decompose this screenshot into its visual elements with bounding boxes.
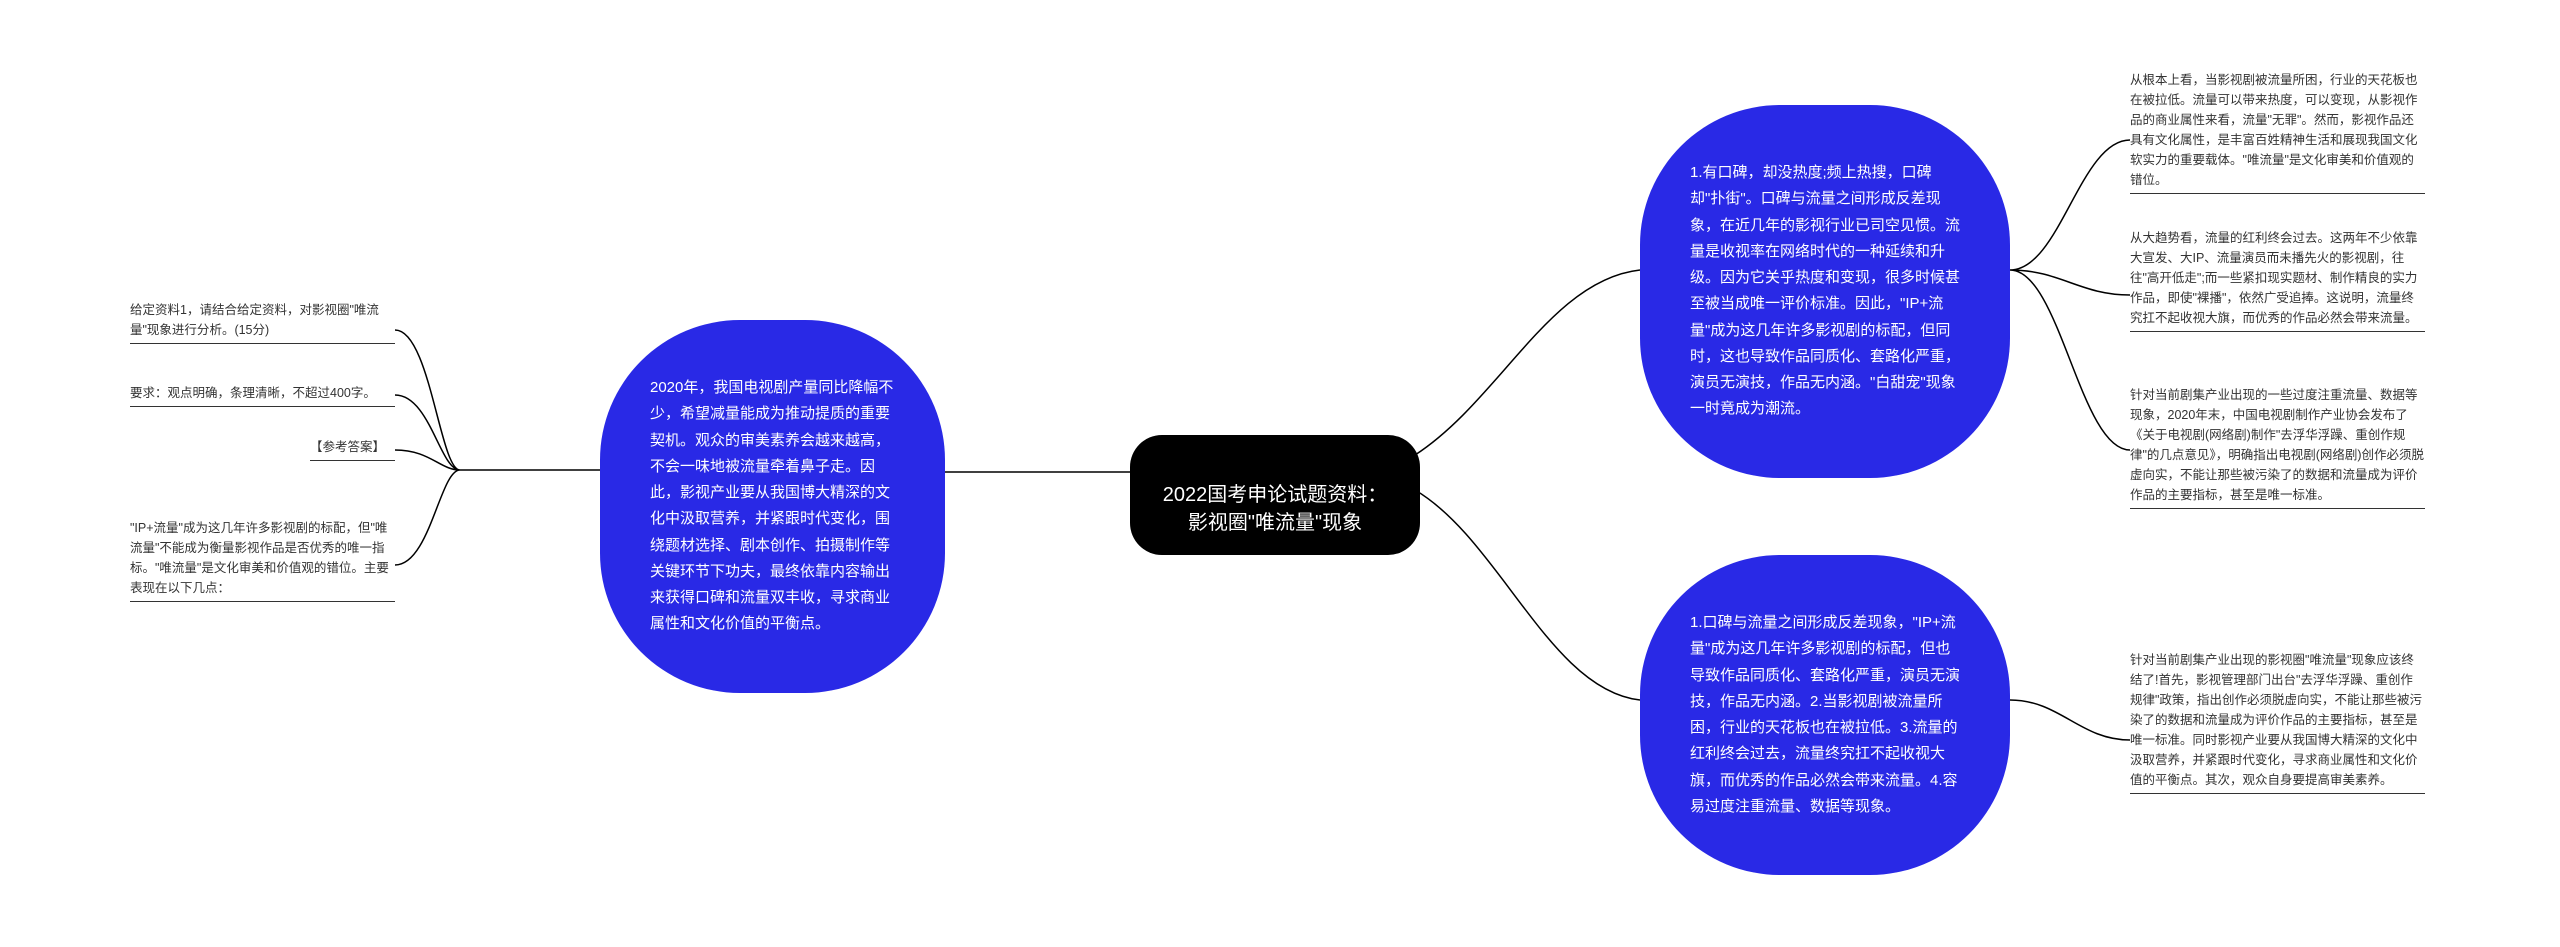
- right-bottom-branch-node: 1.口碑与流量之间形成反差现象，"IP+流量"成为这几年许多影视剧的标配，但也导…: [1640, 555, 2010, 875]
- left-leaf-2: 要求：观点明确，条理清晰，不超过400字。: [130, 383, 395, 407]
- left-branch-node: 2020年，我国电视剧产量同比降幅不少，希望减量能成为推动提质的重要契机。观众的…: [600, 320, 945, 693]
- right-top-leaf-1: 从根本上看，当影视剧被流量所困，行业的天花板也在被拉低。流量可以带来热度，可以变…: [2130, 70, 2425, 194]
- right-top-branch-text: 1.有口碑，却没热度;频上热搜，口碑却"扑街"。口碑与流量之间形成反差现象，在近…: [1690, 164, 1960, 417]
- left-leaf-3: 【参考答案】: [310, 437, 395, 461]
- left-leaf-4: "IP+流量"成为这几年许多影视剧的标配，但"唯流量"不能成为衡量影视作品是否优…: [130, 518, 395, 602]
- left-leaf-1: 给定资料1，请结合给定资料，对影视圈"唯流量"现象进行分析。(15分): [130, 300, 395, 344]
- right-top-leaf-2: 从大趋势看，流量的红利终会过去。这两年不少依靠大宣发、大IP、流量演员而未播先火…: [2130, 228, 2425, 332]
- right-top-leaf-3: 针对当前剧集产业出现的一些过度注重流量、数据等现象，2020年末，中国电视剧制作…: [2130, 385, 2425, 509]
- center-node: 2022国考申论试题资料： 影视圈"唯流量"现象: [1130, 435, 1420, 555]
- center-title: 2022国考申论试题资料： 影视圈"唯流量"现象: [1163, 484, 1388, 534]
- right-top-branch-node: 1.有口碑，却没热度;频上热搜，口碑却"扑街"。口碑与流量之间形成反差现象，在近…: [1640, 105, 2010, 478]
- right-bottom-leaf-1: 针对当前剧集产业出现的影视圈"唯流量"现象应该终结了!首先，影视管理部门出台"去…: [2130, 650, 2425, 794]
- right-bottom-branch-text: 1.口碑与流量之间形成反差现象，"IP+流量"成为这几年许多影视剧的标配，但也导…: [1690, 614, 1960, 815]
- left-branch-text: 2020年，我国电视剧产量同比降幅不少，希望减量能成为推动提质的重要契机。观众的…: [650, 379, 893, 632]
